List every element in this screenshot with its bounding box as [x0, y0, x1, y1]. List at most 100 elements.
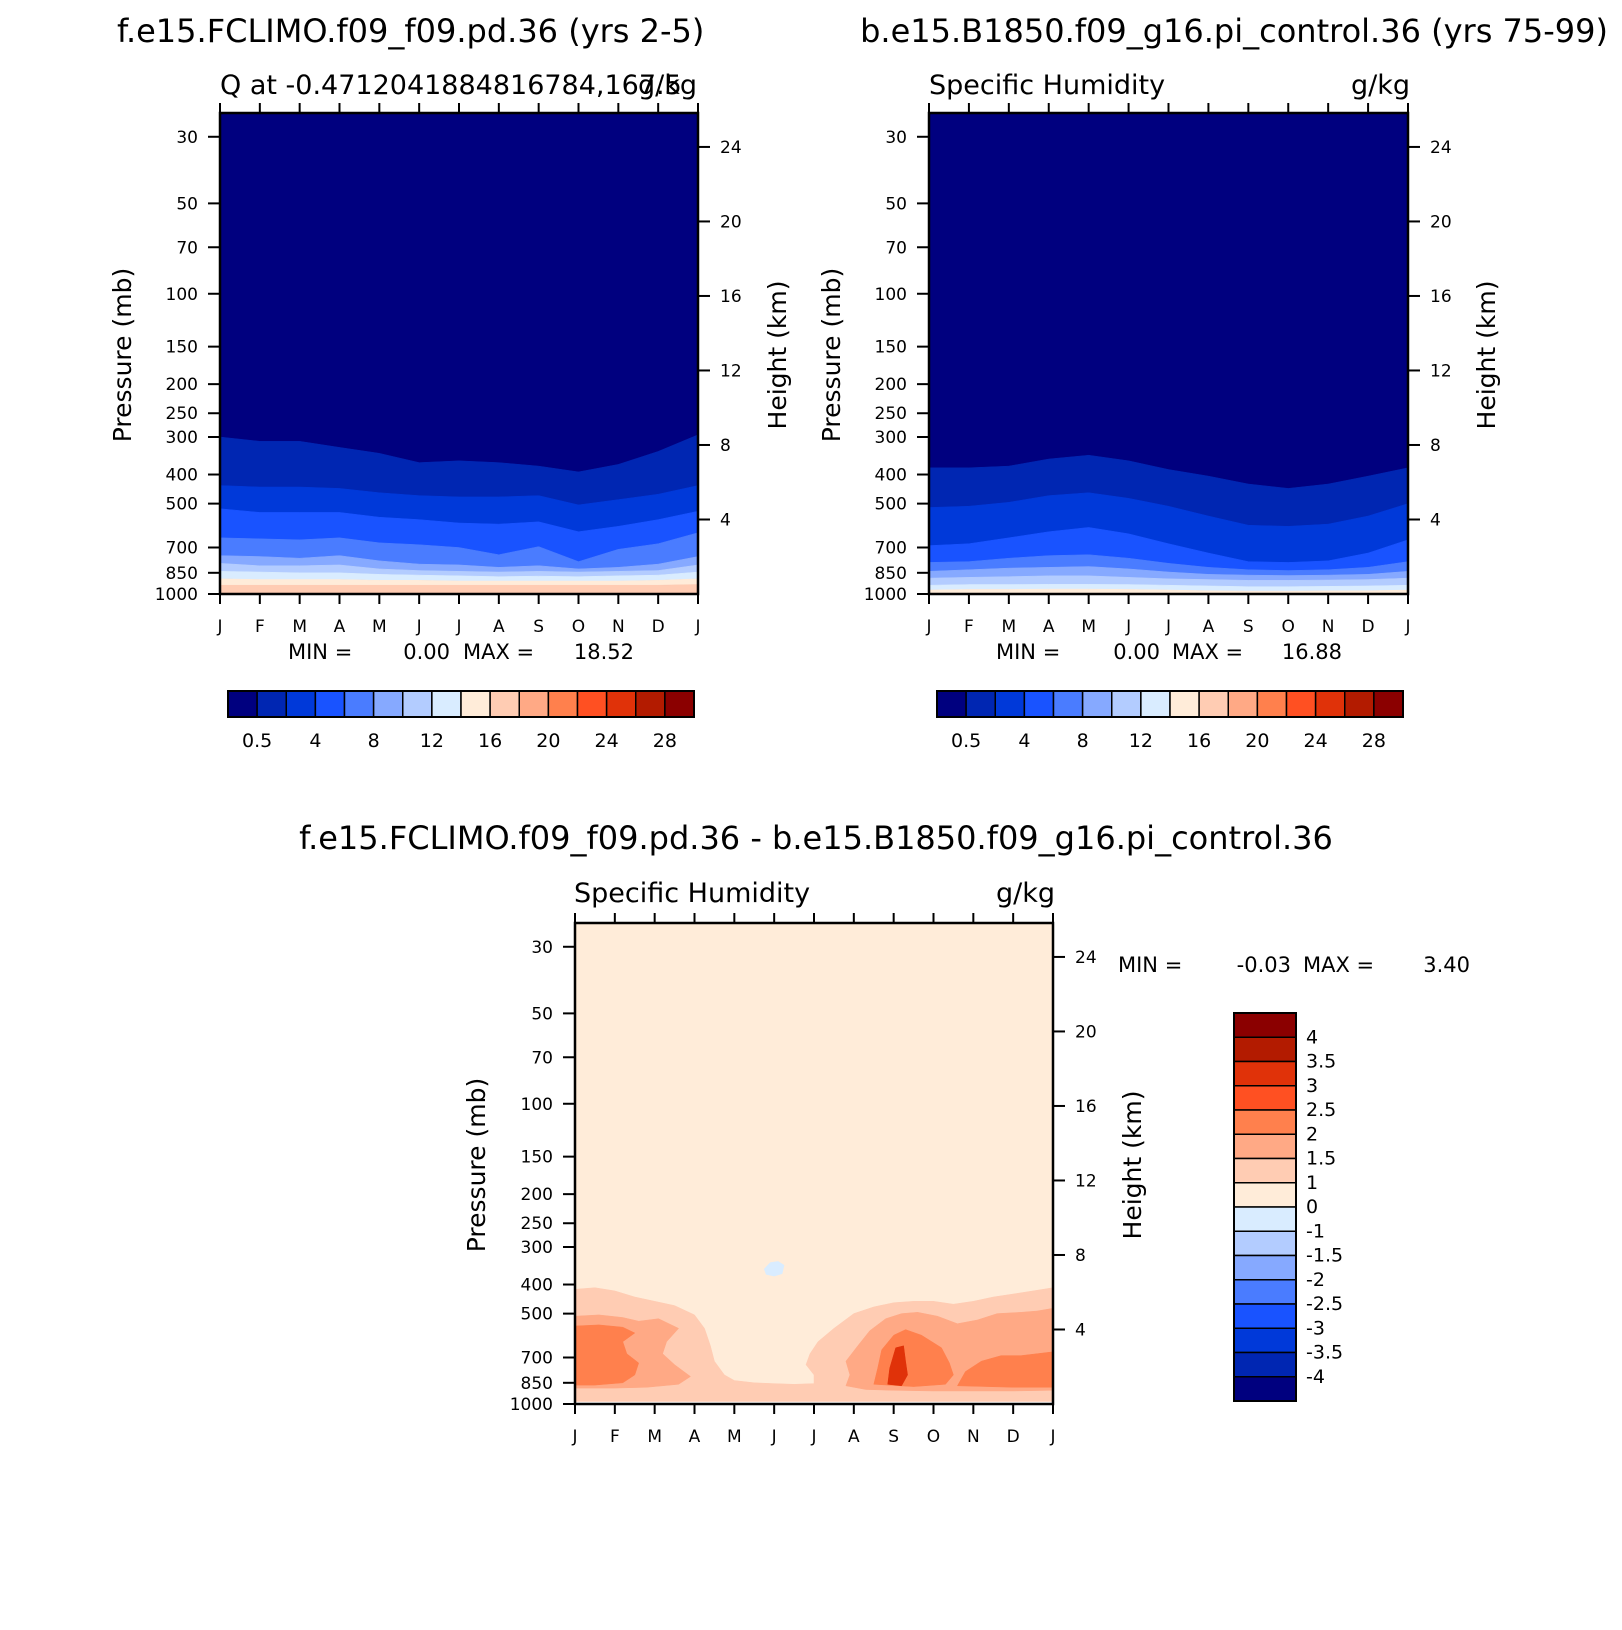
panel-c-ytick-right-label: 20 [1075, 1022, 1097, 1042]
panel-a-colorbar-box [256, 690, 287, 718]
panel-c-ytick-right-label: 16 [1075, 1097, 1097, 1117]
panel-b-left-string: Specific Humidity [929, 70, 1165, 101]
panel-b-xtick-label: J [1125, 617, 1131, 637]
panel-b-colorbar-label: 12 [1129, 730, 1153, 752]
panel-b-xtick-label: M [1081, 617, 1096, 637]
panel-c-region [574, 1324, 639, 1386]
panel-b-ytick-label: 70 [885, 238, 907, 258]
panel-c-xtick-label: J [571, 1427, 577, 1447]
panel-c-xtick-label: M [647, 1427, 662, 1447]
panel-a-xtick-label: S [533, 617, 544, 637]
panel-b-xtick-label: A [1203, 617, 1215, 637]
panel-c-xtick-label: J [810, 1427, 816, 1447]
panel-a-xtick-label: J [416, 617, 422, 637]
panel-b-min-label: MIN = [996, 640, 1060, 664]
panel-b-colorbar-box [1111, 690, 1142, 718]
panel-c-colorbar-box [1233, 1279, 1297, 1305]
panel-b-colorbar-box [1314, 690, 1346, 718]
panel-c-colorbar-frame [1233, 1012, 1297, 1402]
panel-c-ytick-label: 850 [521, 1374, 553, 1394]
panel-c-xtick-label: A [848, 1427, 860, 1447]
panel-c-xtick-label: F [610, 1427, 620, 1447]
panel-c-colorbar-box [1233, 1303, 1297, 1329]
panel-a-ytick-right-label: 12 [720, 361, 742, 381]
panel-c-colorbar-box [1233, 1109, 1297, 1135]
panel-c-colorbar-box [1233, 1085, 1297, 1111]
panel-a-band [219, 584, 699, 595]
panel-c-colorbar-box [1233, 1060, 1297, 1087]
panel-b-colorbar-box [1285, 690, 1317, 718]
panel-c-ytick-label: 50 [531, 1004, 553, 1024]
panel-c-xtick-label: S [888, 1427, 899, 1447]
panel-a-colorbar-box [285, 690, 317, 718]
panel-b-colorbar-box [1052, 690, 1084, 718]
panel-c-colorbar-box [1233, 1254, 1297, 1281]
panel-b-xtick-label: O [1282, 617, 1295, 637]
panel-c-ytick-label: 400 [521, 1276, 553, 1296]
panel-c-ytick-right-label: 8 [1075, 1246, 1086, 1266]
panel-a-ylabel-right: Height (km) [763, 281, 792, 430]
panel-b-colorbar-label: 16 [1187, 730, 1211, 752]
panel-a-ytick-right-label: 24 [720, 138, 742, 158]
panel-a-colorbar-label: 20 [536, 730, 560, 752]
panel-c-ytick-label: 250 [521, 1214, 553, 1234]
panel-b-ytick-label: 50 [885, 194, 907, 214]
panel-b-colorbar-label: 20 [1245, 730, 1269, 752]
panel-a-colorbar-box [664, 690, 695, 718]
panel-c-colorbar-label: 0 [1306, 1196, 1318, 1218]
panel-b-ytick-label: 400 [875, 466, 907, 486]
panel-b-xtick-label: J [1404, 617, 1410, 637]
panel-a-colorbar-box [372, 690, 404, 718]
panel-b-ytick-label: 850 [875, 564, 907, 584]
panel-a-ytick-label: 250 [166, 404, 198, 424]
panel-a-colorbar-box [576, 690, 608, 718]
panel-a-colorbar-box [518, 690, 550, 718]
panel-b-ytick-label: 100 [875, 285, 907, 305]
panel-c-colorbar-label: 4 [1306, 1026, 1318, 1048]
panel-a-xtick-label: J [694, 617, 700, 637]
panel-c-colorbar: 4 3.532.52 1.510-1 -1.5-2-2.5-3 -3.5-4 [1233, 1012, 1343, 1402]
panel-c-colorbar-box [1233, 1351, 1297, 1378]
panel-b-max-value: 16.88 [1282, 640, 1342, 664]
panel-c-ytick-label: 100 [521, 1095, 553, 1115]
panel-a-ytick-right-label: 20 [720, 212, 742, 232]
panel-c-region [763, 1261, 785, 1277]
panel-a-minmax: MIN = 0.00 MAX = 18.52 [288, 640, 634, 664]
panel-b-colorbar-box [994, 690, 1026, 718]
panel-a-colorbar-frame [227, 690, 695, 718]
panel-b-minmax: MIN = 0.00 MAX = 16.88 [996, 640, 1342, 664]
panel-c-colorbar-label: -3 [1306, 1317, 1325, 1339]
panel-a-ytick-label: 30 [176, 128, 198, 148]
panel-c-colorbar-box [1233, 1036, 1297, 1063]
panel-c-max-label: MAX = [1303, 953, 1374, 977]
panel-a-left-string: Q at -0.4712041884816784,167.5 [220, 70, 682, 101]
panel-b-xtick-label: M [1001, 617, 1016, 637]
panel-c-ytick-label: 30 [531, 938, 553, 958]
panel-a-title: f.e15.FCLIMO.f09_f09.pd.36 (yrs 2-5) [117, 12, 704, 50]
panel-c-colorbar-box [1233, 1230, 1297, 1257]
panel-b-colorbar-box [1373, 690, 1404, 718]
panel-a-contours [219, 113, 699, 595]
panel-a-min-label: MIN = [288, 640, 352, 664]
panel-a-ytick-label: 700 [166, 538, 198, 558]
panel-a-xtick-label: F [255, 617, 265, 637]
panel-c-colorbar-box [1233, 1157, 1297, 1184]
panel-a-max-label: MAX = [463, 640, 534, 664]
panel-a-xtick-label: J [455, 617, 461, 637]
panel-c-min-label: MIN = [1118, 953, 1182, 977]
panel-a-ytick-right-label: 8 [720, 436, 731, 456]
panel-b-ytick-right-label: 24 [1430, 138, 1452, 158]
panel-c-ticks: J F M A M J J A S O N D J 30 50 70 100 150 200 250 300 400 500… [510, 913, 1097, 1447]
panel-b-ylabel: Pressure (mb) [817, 268, 846, 442]
panel-b-colorbar-box [1140, 690, 1171, 718]
panel-c-colorbar-box [1233, 1133, 1297, 1160]
panel-b-ytick-label: 700 [875, 538, 907, 558]
panel-c-xtick-label: D [1007, 1427, 1020, 1447]
panel-b-min-value: 0.00 [1113, 640, 1160, 664]
panel-a-colorbar-box [489, 690, 520, 718]
panel-a-xtick-label: A [493, 617, 505, 637]
panel-c-colorbar-label: 3.5 [1306, 1051, 1336, 1073]
panel-b-right-string: g/kg [1351, 70, 1410, 101]
panel-a-ytick-label: 70 [176, 238, 198, 258]
panel-c-colorbar-box [1233, 1012, 1297, 1038]
